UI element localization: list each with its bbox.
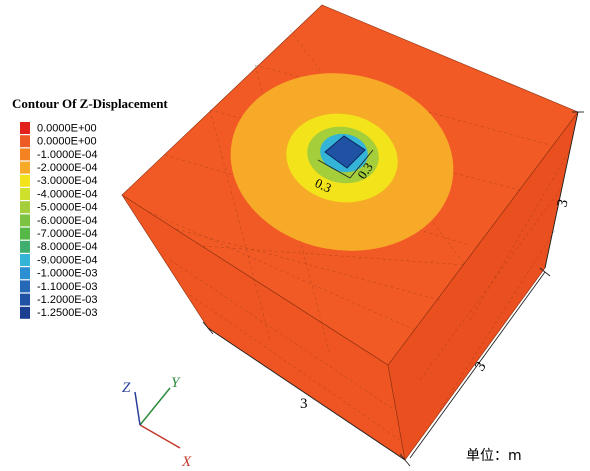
legend-swatch [20,148,30,161]
axis-label: Y [171,375,181,391]
legend-label: -2.0000E-04 [37,162,98,174]
legend-swatch [20,293,30,306]
axis-label: Z [122,380,131,396]
dimension-label: 0.3 [313,175,334,195]
axis-triad: X Y Z [122,375,192,470]
legend-swatch [20,254,30,266]
legend-label: -5.0000E-04 [37,202,98,214]
legend-label: 0.0000E+00 [37,136,97,148]
legend: 0.0000E+000.0000E+00-1.0000E-04-2.0000E-… [20,122,98,319]
legend-swatch [20,306,30,319]
legend-label: -3.0000E-04 [37,175,98,187]
legend-swatch [20,267,30,280]
dimension-label: 3 [472,359,489,374]
legend-title: Contour Of Z-Displacement [12,96,168,111]
legend-label: 0.0000E+00 [37,122,97,134]
pile-top [324,135,366,169]
mesh-lines [148,29,571,441]
legend-label: -1.2000E-03 [37,294,98,306]
legend-swatch [20,188,30,200]
dimension-label: 3 [300,396,308,412]
legend-swatch [20,280,30,293]
legend-label: -4.0000E-04 [37,188,98,200]
axis-label: X [181,454,192,470]
legend-label: -1.0000E-03 [37,268,98,280]
legend-swatch [20,135,30,148]
legend-label: -1.2500E-03 [37,307,98,319]
dimension-lines [202,111,584,467]
legend-label: -8.0000E-04 [37,241,98,253]
unit-label: 单位：m [466,448,522,464]
legend-label: -7.0000E-04 [37,228,98,240]
legend-swatch [20,240,30,253]
legend-swatch [20,161,30,174]
legend-swatch [20,122,30,134]
model: 3 3 3 0.3 0.3 [121,4,584,467]
legend-swatch [20,174,30,187]
legend-label: -6.0000E-04 [37,215,98,227]
legend-label: -1.1000E-03 [37,281,98,293]
legend-label: -1.0000E-04 [37,149,98,161]
dimension-label: 3 [554,198,571,209]
legend-swatch [20,227,30,240]
legend-swatch [20,201,30,214]
legend-swatch [20,214,30,227]
legend-label: -9.0000E-04 [37,254,98,266]
